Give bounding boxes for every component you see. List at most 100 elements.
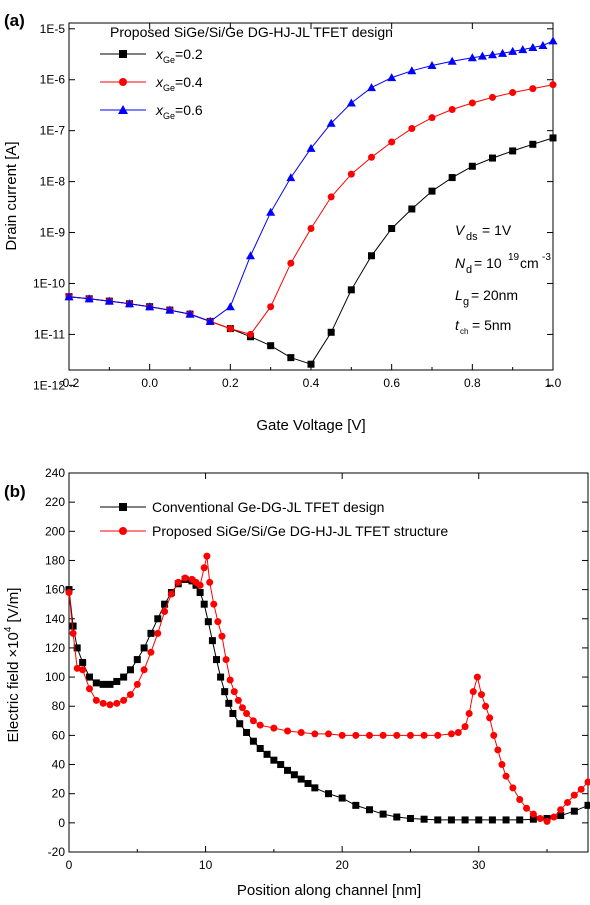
data-point: [185, 309, 195, 318]
data-point: [238, 704, 246, 712]
data-point: [287, 259, 295, 267]
data-point: [388, 138, 396, 146]
data-point: [229, 710, 237, 718]
data-point: [447, 730, 455, 738]
y-tick-label: 40: [52, 758, 66, 772]
x-tick-label: 1.0: [545, 376, 562, 390]
data-point: [304, 779, 312, 787]
panel-a-legend-title: Proposed SiGe/Si/Ge DG-HJ-JL TFET design: [110, 24, 393, 40]
data-point: [256, 721, 264, 729]
series-line: [68, 40, 554, 322]
data-point: [226, 325, 234, 333]
data-point: [217, 673, 225, 681]
data-point: [584, 801, 590, 809]
data-point: [365, 806, 373, 814]
data-point: [393, 813, 401, 821]
panel-a-series: [64, 36, 558, 368]
data-point: [536, 814, 544, 822]
data-point: [290, 771, 298, 779]
data-point: [408, 125, 416, 133]
panel-a-annotations: V ds = 1V N d = 10 19 cm -3 L g = 20nm t…: [455, 222, 551, 336]
data-point: [113, 699, 121, 707]
data-point: [338, 731, 346, 739]
panel-b-y-axis-label: Electric field ×104 [V/m]: [3, 588, 22, 743]
data-point: [475, 816, 483, 824]
x-tick-label: 0.4: [303, 376, 320, 390]
data-point: [325, 730, 332, 738]
panel-b-y-label-prefix: Electric field: [5, 662, 22, 743]
x-tick-label: 0.0: [141, 376, 158, 390]
panel-a-y-ticks: 1E-12 1E-11 1E-10 1E-9 1E-8 1E-7 1E-6 1E-5: [33, 22, 553, 392]
y-tick-label: 1E-8: [40, 175, 66, 189]
y-tick-label: 100: [45, 670, 65, 684]
panel-b-plot-frame: [68, 472, 589, 853]
annot-lg-symbol: L: [455, 287, 463, 303]
data-point: [406, 731, 414, 739]
data-point: [73, 644, 81, 652]
data-point: [200, 600, 208, 608]
panel-b-series: [65, 552, 590, 825]
legend-label: Conventional Ge-DG-JL TFET design: [152, 499, 384, 515]
data-point: [549, 81, 557, 89]
data-point: [69, 629, 77, 637]
data-point: [347, 286, 355, 294]
data-point: [147, 648, 155, 656]
data-point: [327, 193, 335, 201]
annot-tch-sub: ch: [460, 327, 468, 336]
data-point: [214, 618, 222, 626]
data-point: [488, 816, 496, 824]
data-point: [204, 618, 212, 626]
data-point: [557, 806, 565, 814]
data-point: [529, 140, 537, 148]
data-point: [270, 724, 278, 732]
data-point: [564, 798, 572, 806]
y-tick-label: 1E-10: [33, 276, 65, 290]
data-point: [365, 731, 373, 739]
data-point: [428, 187, 436, 195]
data-point: [167, 590, 175, 598]
data-point: [65, 589, 73, 597]
annot-nd-unit: cm: [520, 255, 539, 271]
data-point: [133, 680, 141, 688]
data-point: [543, 817, 551, 825]
data-point: [284, 766, 292, 774]
data-point: [468, 99, 476, 107]
y-tick-label: 1E-7: [40, 124, 66, 138]
data-point: [154, 615, 162, 623]
panel-a: (a) -0.2 0.0 0.2 0.4 0.6 0.8 1.0 1E-121E-111E-…: [3, 11, 562, 434]
data-point: [203, 552, 211, 560]
data-point: [200, 564, 208, 572]
data-point: [387, 73, 397, 82]
data-point: [529, 815, 537, 823]
data-point: [379, 731, 387, 739]
panel-b-y-label-exp: 4: [3, 626, 14, 632]
data-point: [205, 316, 215, 325]
data-point: [518, 45, 528, 54]
series-line: [68, 555, 589, 822]
data-point: [140, 666, 148, 674]
data-point: [448, 174, 456, 182]
data-point: [126, 691, 134, 699]
data-point: [213, 656, 221, 664]
data-point: [79, 666, 87, 674]
data-point: [420, 815, 428, 823]
data-point: [311, 730, 319, 738]
panel-a-legend: Proposed SiGe/Si/Ge DG-HJ-JL TFET design…: [100, 24, 393, 121]
y-tick-label: 80: [52, 699, 66, 713]
panel-b-label: (b): [4, 482, 26, 501]
data-point: [92, 679, 100, 687]
data-point: [311, 784, 319, 792]
data-point: [347, 170, 355, 178]
data-point: [489, 154, 496, 162]
data-point: [388, 225, 396, 233]
data-point: [165, 305, 175, 314]
data-point: [297, 728, 305, 736]
data-point: [550, 813, 558, 821]
data-point: [154, 629, 162, 637]
data-point: [509, 89, 517, 97]
data-point: [221, 688, 229, 696]
data-point: [307, 225, 315, 233]
annot-lg-value: = 20nm: [471, 287, 518, 303]
annot-nd-value: = 10: [474, 255, 502, 271]
data-point: [407, 66, 417, 75]
